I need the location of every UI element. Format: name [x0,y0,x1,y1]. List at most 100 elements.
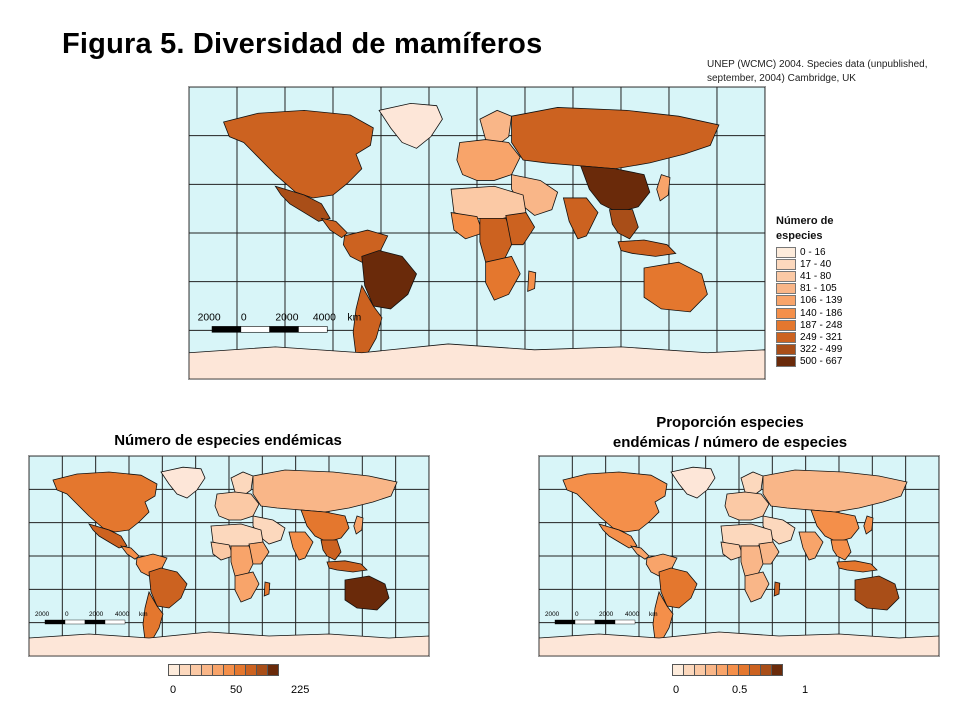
region-east-africa [759,542,779,564]
region-southern-africa [486,256,521,300]
region-indonesia [837,561,877,572]
scale-bar: 2000 0 2000 4000 km [545,611,658,625]
region-antarctica [539,632,939,656]
region-greenland [161,467,205,498]
legend-title: Número de especies [776,215,834,242]
region-indonesia [327,561,367,572]
legend-label: 0 - 16 [800,246,826,258]
scale-bar-label: 2000 [35,611,50,618]
region-india [563,198,598,239]
region-mexico [599,524,637,548]
region-russia [763,470,907,512]
scale-bar-segment [269,326,299,333]
region-central-america [321,218,347,237]
region-north-america [224,110,374,198]
world-map-endemic-species: 2000 0 2000 4000 km [28,455,430,657]
legend: 0 - 16 17 - 40 41 - 80 81 - 105 106 - 139 140… [776,246,842,368]
region-russia [512,107,719,168]
region-southern-africa [235,572,259,602]
region-japan [657,175,670,201]
region-west-africa [451,213,483,239]
region-europe [457,140,520,181]
legend-row: 0 - 16 [776,246,842,258]
region-japan [864,516,873,534]
scale-bar: 2000 0 2000 4000 km [198,313,361,333]
legend-row: 322 - 499 [776,344,842,356]
legend-label: 322 - 499 [800,344,843,356]
region-mexico [89,524,127,548]
region-brazil [149,568,187,608]
ramp-cell [771,664,783,676]
map-b-title: Proporción especies endémicas / número d… [530,413,930,453]
scale-bar-segment [614,619,636,625]
ramp-b-tick-1: 0.5 [732,684,748,696]
region-europe [725,492,769,520]
scale-bar-segment [84,619,106,625]
region-east-africa [506,213,535,245]
ramp-cell [267,664,279,676]
scale-bar-label: 4000 [625,611,640,618]
map-b-title-line2: endémicas / número de especies [612,434,848,451]
region-southern-africa [745,572,769,602]
scale-bar-label: km [649,611,658,618]
region-indonesia [618,240,676,256]
scale-bar-label: 2000 [198,313,221,324]
scale-bar-segment [298,326,328,333]
map-svg-b: 2000 0 2000 4000 km [539,456,939,656]
scale-bar: 2000 0 2000 4000 km [35,611,148,625]
region-madagascar [528,271,536,291]
region-europe [215,492,259,520]
legend-label: 187 - 248 [800,319,843,331]
legend-swatch [776,246,796,258]
world-map-species-richness: 2000 0 2000 4000 km [188,86,766,380]
scale-bar-segment [64,619,86,625]
region-greenland [671,467,715,498]
legend-swatch [776,307,796,319]
region-east-africa [249,542,269,564]
legend-swatch [776,283,796,295]
region-southeast-asia [831,540,851,560]
scale-bar-label: 2000 [89,611,104,618]
legend-label: 81 - 105 [800,283,837,295]
region-china [301,510,349,542]
scale-bar-label: 4000 [115,611,130,618]
scale-bar-label: 0 [575,611,579,618]
ramp-a-tick-2: 225 [291,684,310,696]
region-brazil [362,251,417,309]
scale-bar-label: 0 [65,611,69,618]
region-india [799,532,823,560]
region-central-america [121,546,139,559]
region-antarctica [189,344,765,379]
scale-bar-label: km [139,611,148,618]
map-b-title-line1: Proporción especies [656,414,804,431]
scale-bar-segment [594,619,616,625]
region-australia [644,262,707,312]
scale-bar-label: 4000 [313,313,336,324]
legend-row: 140 - 186 [776,307,842,319]
scale-bar-segment [211,326,242,333]
legend-swatch [776,270,796,282]
map-svg-a: 2000 0 2000 4000 km [29,456,429,656]
ramp-b-tick-0: 0 [673,684,680,696]
region-west-africa [721,542,743,560]
region-india [289,532,313,560]
region-brazil [659,568,697,608]
region-west-africa [211,542,233,560]
scale-bar-label: 2000 [599,611,614,618]
scale-bar-label: 0 [241,313,247,324]
scale-bar-label: km [347,313,361,324]
region-greenland [379,103,442,148]
scale-bar-segment [554,619,576,625]
scale-bar-segment [104,619,126,625]
ramp-b-tick-2: 1 [802,684,809,696]
legend-swatch [776,331,796,343]
region-central-america [631,546,649,559]
legend-row: 106 - 139 [776,295,842,307]
region-north-america [53,472,157,532]
legend-swatch [776,295,796,307]
legend-row: 249 - 321 [776,331,842,343]
region-madagascar [774,582,780,596]
region-north-america [563,472,667,532]
region-antarctica [29,632,429,656]
color-ramp-a [168,664,279,676]
